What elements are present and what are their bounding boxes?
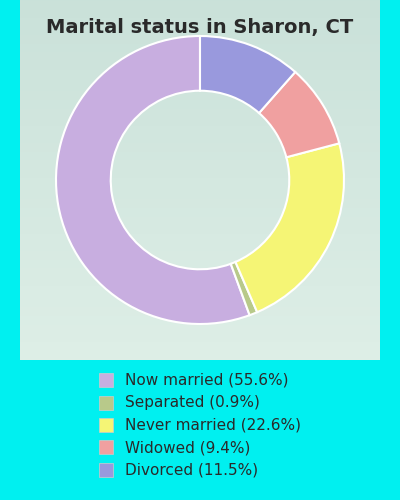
Bar	[0, 106, 400, 111]
Bar	[0, 280, 400, 283]
Bar	[0, 72, 400, 76]
Bar	[0, 3, 400, 7]
Bar	[0, 301, 400, 306]
Bar	[0, 288, 400, 292]
Bar	[0, 20, 400, 24]
Bar	[0, 115, 400, 119]
Bar	[0, 198, 400, 202]
Bar	[0, 158, 400, 162]
Bar	[0, 258, 400, 262]
Bar	[0, 214, 400, 219]
Bar	[0, 38, 400, 42]
Bar	[0, 76, 400, 80]
Bar	[0, 162, 400, 167]
Bar	[0, 306, 400, 310]
Bar	[0, 228, 400, 232]
Bar	[0, 254, 400, 258]
Bar	[0, 210, 400, 214]
Bar	[0, 176, 400, 180]
Bar	[0, 232, 400, 236]
Bar	[0, 184, 400, 188]
Bar	[0, 180, 400, 184]
Bar	[0, 383, 400, 388]
Bar	[0, 85, 400, 89]
Bar	[0, 340, 400, 344]
Bar	[0, 240, 400, 245]
Bar	[0, 120, 400, 124]
Bar	[0, 292, 400, 296]
Bar	[0, 33, 400, 38]
Bar	[0, 327, 400, 331]
Bar	[0, 54, 400, 59]
Bar	[0, 314, 400, 318]
Bar	[0, 223, 400, 228]
Bar	[0, 150, 400, 154]
Bar	[0, 7, 400, 12]
Wedge shape	[259, 72, 339, 158]
Bar	[0, 275, 400, 280]
Bar	[0, 111, 400, 115]
Bar	[0, 102, 400, 106]
Bar	[0, 296, 400, 301]
Bar	[0, 322, 400, 327]
Bar	[0, 188, 400, 193]
Wedge shape	[200, 36, 295, 113]
Bar	[0, 266, 400, 270]
Bar	[0, 24, 400, 29]
Bar	[0, 348, 400, 353]
Bar	[0, 331, 400, 336]
Bar	[0, 202, 400, 206]
Bar	[0, 318, 400, 322]
Bar	[0, 68, 400, 72]
Bar	[0, 336, 400, 340]
Bar	[0, 236, 400, 240]
Bar	[0, 206, 400, 210]
Bar	[0, 167, 400, 172]
Bar	[0, 154, 400, 158]
Bar	[0, 172, 400, 175]
Bar	[0, 374, 400, 378]
Bar	[0, 59, 400, 64]
Bar	[0, 344, 400, 348]
Bar	[0, 270, 400, 275]
Bar	[0, 12, 400, 16]
Bar	[0, 137, 400, 141]
Bar	[0, 80, 400, 85]
Bar	[0, 29, 400, 33]
Bar	[0, 94, 400, 98]
Bar	[0, 64, 400, 68]
Legend: Now married (55.6%), Separated (0.9%), Never married (22.6%), Widowed (9.4%), Di: Now married (55.6%), Separated (0.9%), N…	[99, 372, 301, 478]
Bar	[0, 353, 400, 357]
Bar	[0, 141, 400, 146]
Bar	[0, 370, 400, 374]
Bar	[0, 310, 400, 314]
Wedge shape	[56, 36, 250, 324]
Bar	[0, 378, 400, 383]
Bar	[0, 16, 400, 20]
Bar	[0, 357, 400, 362]
Bar	[0, 90, 400, 94]
Bar	[0, 262, 400, 266]
Bar	[0, 132, 400, 137]
Bar	[0, 46, 400, 50]
Bar	[0, 193, 400, 198]
Bar	[0, 362, 400, 366]
Bar	[0, 219, 400, 223]
Bar	[0, 128, 400, 132]
Text: Marital status in Sharon, CT: Marital status in Sharon, CT	[46, 18, 354, 36]
Bar	[0, 249, 400, 254]
Bar	[0, 245, 400, 249]
Wedge shape	[231, 262, 257, 315]
Bar	[0, 98, 400, 102]
Bar	[0, 388, 400, 392]
Bar	[0, 284, 400, 288]
Bar	[0, 42, 400, 46]
Bar	[0, 392, 400, 396]
Bar	[0, 0, 400, 3]
Bar	[0, 50, 400, 54]
Bar	[0, 366, 400, 370]
Wedge shape	[236, 144, 344, 312]
Bar	[0, 146, 400, 150]
Bar	[0, 124, 400, 128]
